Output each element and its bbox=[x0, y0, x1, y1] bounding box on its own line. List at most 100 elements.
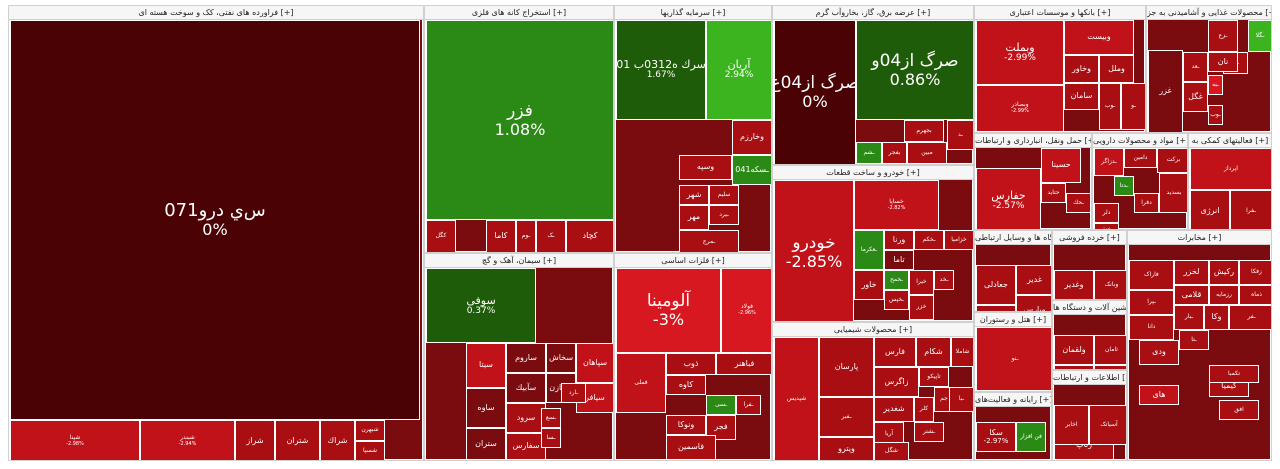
stock-tile[interactable]: ـبار bbox=[1174, 305, 1204, 330]
stock-tile[interactable]: تکمبا bbox=[1209, 365, 1259, 383]
stock-tile[interactable]: ـشم bbox=[856, 142, 882, 164]
stock-tile[interactable]: ـپرا bbox=[1129, 290, 1174, 315]
stock-tile[interactable]: صرگ ‌از04غ0% bbox=[774, 20, 856, 164]
stock-tile[interactable]: ـگلا bbox=[1248, 20, 1271, 52]
stock-tile[interactable]: ـو bbox=[1121, 83, 1145, 130]
stock-tile[interactable]: خاور bbox=[854, 270, 884, 300]
stock-tile[interactable]: ثشاهد bbox=[976, 305, 1016, 311]
stock-tile[interactable]: وغدیر bbox=[1054, 270, 1094, 299]
sector-header[interactable]: مخابرات [+] bbox=[1128, 231, 1271, 245]
stock-tile[interactable]: ـشتر bbox=[914, 422, 944, 442]
stock-tile[interactable]: ـمرج bbox=[679, 230, 739, 252]
stock-tile[interactable]: تاپیکو bbox=[919, 367, 949, 387]
stock-tile[interactable]: حفارس -2.57% bbox=[976, 168, 1041, 229]
stock-tile[interactable]: ـزع bbox=[1208, 20, 1238, 52]
stock-tile[interactable]: سکا -2.97% bbox=[976, 422, 1016, 452]
stock-tile[interactable]: شتران bbox=[275, 420, 320, 460]
stock-tile[interactable]: نان bbox=[1208, 52, 1238, 72]
stock-tile[interactable]: ـسع bbox=[541, 408, 561, 428]
stock-tile[interactable]: ودی bbox=[1139, 340, 1179, 365]
stock-tile[interactable]: حتاید bbox=[1041, 183, 1066, 203]
stock-tile[interactable]: پارسان bbox=[819, 337, 874, 397]
stock-tile[interactable]: بجهرم bbox=[904, 120, 944, 142]
stock-tile[interactable]: ـبا bbox=[949, 387, 973, 412]
stock-tile[interactable]: ـد bbox=[947, 120, 973, 150]
stock-tile[interactable]: فولاد -2.96% bbox=[721, 268, 771, 353]
stock-tile[interactable]: غزر bbox=[1148, 50, 1183, 132]
stock-tile[interactable]: وبانک bbox=[1094, 270, 1126, 299]
stock-tile[interactable]: ویترو bbox=[819, 437, 874, 460]
stock-tile[interactable]: مهر bbox=[679, 205, 709, 230]
stock-tile[interactable]: سخاش bbox=[546, 343, 576, 373]
sector-header[interactable]: فراورده های نفتی، کک و سوخت هسته ای [+] bbox=[9, 6, 423, 20]
stock-tile[interactable]: کبرا bbox=[1094, 365, 1126, 369]
stock-tile[interactable]: شگل bbox=[874, 442, 909, 460]
stock-tile[interactable]: ـوب bbox=[1099, 83, 1121, 130]
stock-tile[interactable]: ـحك bbox=[1066, 193, 1091, 213]
stock-tile[interactable]: رکیش bbox=[1209, 260, 1239, 285]
stock-tile[interactable]: سپاهان bbox=[576, 343, 613, 383]
stock-tile[interactable]: وپارس bbox=[1016, 295, 1051, 311]
stock-tile[interactable]: آسیاتک bbox=[1089, 405, 1126, 445]
stock-tile[interactable]: کلر bbox=[914, 397, 934, 422]
stock-tile[interactable]: ـارد bbox=[561, 383, 586, 403]
stock-tile[interactable]: فارس bbox=[874, 337, 916, 367]
stock-tile[interactable]: افق bbox=[1219, 400, 1259, 420]
stock-tile[interactable]: وخارزم bbox=[732, 120, 771, 155]
stock-tile[interactable]: ـیرد bbox=[709, 205, 739, 225]
stock-tile[interactable]: ـفر bbox=[1229, 305, 1271, 330]
stock-tile[interactable]: شاملا bbox=[951, 337, 973, 367]
stock-tile[interactable]: شبندر -2.94% bbox=[140, 420, 235, 460]
stock-tile[interactable]: ذماه bbox=[1239, 285, 1271, 305]
stock-tile[interactable]: کگل bbox=[426, 220, 456, 252]
stock-tile[interactable]: وخاور bbox=[1064, 55, 1099, 83]
stock-tile[interactable]: ـخکم bbox=[914, 230, 944, 250]
stock-tile[interactable]: ـخد bbox=[934, 270, 954, 290]
sector-header[interactable]: بانکها و موسسات اعتباری [+] bbox=[975, 6, 1145, 20]
stock-tile[interactable]: فاسمین bbox=[666, 435, 716, 460]
stock-tile[interactable]: ـتا bbox=[1179, 330, 1209, 350]
stock-tile[interactable]: س‌ي درو071 0% bbox=[10, 20, 420, 420]
stock-tile[interactable]: پخش bbox=[1094, 223, 1119, 229]
stock-tile[interactable]: لخزر bbox=[1174, 260, 1209, 285]
stock-tile[interactable]: ـعد bbox=[1183, 52, 1208, 82]
stock-tile[interactable]: وبملت -2.99% bbox=[976, 20, 1064, 85]
sector-header[interactable]: استخراج کانه های فلزی [+] bbox=[425, 6, 613, 20]
stock-tile[interactable]: قلامی bbox=[1174, 285, 1209, 305]
sector-header[interactable]: حمل ونقل، انبارداری و ارتباطات [+] bbox=[975, 134, 1091, 148]
stock-tile[interactable]: فاراک bbox=[1129, 260, 1174, 290]
stock-tile[interactable]: زاگرس bbox=[874, 367, 919, 397]
stock-tile[interactable]: ـوب bbox=[1208, 105, 1223, 125]
stock-tile[interactable]: حسینا bbox=[1041, 148, 1081, 183]
stock-tile[interactable]: زفکا bbox=[1239, 260, 1271, 285]
stock-tile[interactable]: سفارس bbox=[506, 433, 546, 460]
stock-tile[interactable]: خیرا bbox=[909, 270, 934, 295]
stock-tile[interactable]: ساروم bbox=[506, 343, 546, 373]
stock-tile[interactable]: های bbox=[1139, 385, 1179, 405]
stock-tile[interactable]: وبیست bbox=[1064, 20, 1134, 55]
stock-tile[interactable]: شراك bbox=[320, 420, 355, 460]
stock-tile[interactable]: انرژی bbox=[1190, 190, 1230, 229]
sector-header[interactable]: عرضه برق، گاز، بخاروآب گرم [+] bbox=[773, 6, 973, 20]
stock-tile[interactable]: خزر bbox=[909, 295, 934, 320]
stock-tile[interactable]: ونوکا bbox=[666, 415, 706, 435]
stock-tile[interactable]: صرگ ‌از04و 0.86% bbox=[856, 20, 973, 120]
sector-header[interactable]: محصولات شیمیایی [+] bbox=[773, 323, 973, 337]
stock-tile[interactable]: ذوب bbox=[666, 353, 716, 375]
sector-header[interactable]: فلزات اساسی [+] bbox=[615, 254, 771, 268]
stock-tile[interactable]: سرك ه0312ب 01 1.67% bbox=[616, 20, 706, 120]
stock-tile[interactable]: مبین bbox=[907, 142, 947, 164]
stock-tile[interactable]: ـبه bbox=[1208, 75, 1223, 95]
stock-tile[interactable]: شبهرن bbox=[355, 420, 385, 441]
stock-tile[interactable]: ورنا bbox=[884, 230, 914, 250]
stock-tile[interactable]: شپدیس bbox=[774, 337, 819, 460]
stock-tile[interactable]: بفجر bbox=[882, 142, 907, 164]
stock-tile[interactable]: ـخمح bbox=[884, 270, 909, 290]
stock-tile[interactable]: ـفرا bbox=[736, 395, 761, 415]
stock-tile[interactable]: ـفرا bbox=[1230, 190, 1271, 229]
stock-tile[interactable]: ساوه bbox=[466, 388, 506, 428]
stock-tile[interactable]: دانا bbox=[1129, 315, 1174, 340]
stock-tile[interactable]: ـلک bbox=[1054, 365, 1094, 369]
stock-tile[interactable]: ـدتا bbox=[1114, 176, 1134, 196]
stock-tile[interactable]: دفرا bbox=[1134, 193, 1159, 213]
